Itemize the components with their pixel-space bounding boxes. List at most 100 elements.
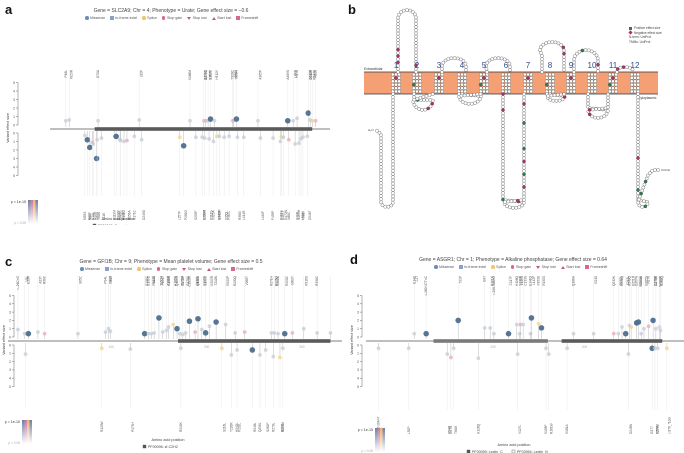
svg-text:4: 4: [9, 377, 11, 381]
legend-label: Stop gain: [166, 16, 183, 20]
variant-point: [517, 331, 522, 336]
variant-label: L116: [102, 213, 106, 220]
svg-text:100: 100: [109, 345, 115, 349]
variant-label: H126Q: [476, 423, 480, 434]
svg-text:1: 1: [13, 140, 15, 144]
variant-point: [293, 142, 298, 146]
variant-point: [295, 116, 299, 121]
variant-point: [178, 346, 183, 351]
variant-point: [174, 325, 180, 332]
variant-points: [63, 70, 318, 196]
x-axis-label: Amino acid position: [102, 217, 135, 221]
variant-label: G357: [234, 70, 238, 78]
variant-label: E262K: [639, 275, 643, 285]
variant-label: A365P: [258, 70, 262, 80]
variant-point: [128, 347, 133, 352]
variant-point: [156, 315, 162, 321]
variant-label: R65F: [88, 212, 92, 220]
variant-point: [650, 317, 656, 324]
variant-point: [86, 144, 93, 151]
legend-item: In-frame indel: [110, 16, 137, 20]
variant-label: T172M: [180, 276, 184, 286]
variant-point: [118, 138, 123, 143]
variant-label: L481I: [294, 70, 298, 78]
variant-point: [235, 348, 239, 352]
svg-text:p = 1e-15: p = 1e-15: [358, 428, 373, 432]
variant-label: Q232K: [612, 275, 616, 286]
variant-point: [263, 348, 268, 352]
variant-point: [658, 328, 663, 333]
legend-label: Splice: [496, 265, 506, 269]
variant-label: V350L: [225, 211, 229, 220]
variant-point: [164, 328, 169, 333]
legend-label: Missense: [439, 265, 455, 269]
c-terminus-label: COOH: [661, 168, 670, 172]
variant-label: P461S: [279, 210, 283, 220]
variant-label: T320C: [231, 69, 235, 79]
variant-label: R274L: [655, 424, 659, 434]
variant-point: [84, 137, 91, 143]
variant-label: R380I: [238, 211, 242, 220]
svg-text:p = 1e-10: p = 1e-10: [5, 420, 20, 424]
n-terminus-label: H₂N: [368, 128, 374, 132]
variant-point: [271, 354, 276, 359]
svg-text:1: 1: [9, 327, 11, 331]
variant-label: D302C: [209, 69, 213, 80]
variant-point: [626, 352, 631, 357]
legend-item: Stop lost: [187, 16, 207, 20]
variant-label: A160R: [166, 275, 170, 285]
legend-c: Missense In-frame indel Splice Stop gain Sto…: [80, 267, 253, 271]
square-icon: [459, 265, 463, 269]
variant-label: D99S: [108, 276, 112, 284]
legend-label: Start lost: [212, 267, 227, 271]
variant-label: G175P: [181, 276, 185, 286]
variant-label: A409S: [286, 70, 290, 80]
variant-point: [536, 321, 541, 326]
variant-label: S216L: [222, 423, 226, 432]
variant-label: L414R: [242, 210, 246, 220]
variant-label: H240L: [235, 422, 239, 432]
variant-label: S262F: [266, 423, 270, 432]
svg-text:4: 4: [13, 89, 15, 93]
variant-label: D249G: [142, 209, 146, 220]
variant-label: E128K: [118, 210, 122, 220]
triangle-down-icon: [187, 16, 192, 20]
variant-label: K203R: [210, 275, 214, 285]
legend-label: Missense: [85, 267, 101, 271]
variant-point: [629, 325, 634, 329]
variant-point: [199, 327, 204, 332]
variant-label: L307F: [209, 70, 213, 79]
variant-point: [515, 352, 520, 357]
variant-label: R290C: [285, 275, 289, 286]
helix-number: 6: [504, 61, 509, 70]
legend-item: Missense: [434, 265, 454, 269]
helix-number: 10: [588, 61, 597, 70]
domain-bar: [178, 339, 331, 343]
domain-legend-label: PF00096: zf-C2H2: [148, 445, 178, 449]
variant-label: R210K: [179, 421, 183, 432]
topology-legend: Positive effect size Negative effect size…: [628, 26, 662, 44]
variant-point: [639, 331, 644, 336]
variant-point: [103, 330, 108, 334]
svg-text:3: 3: [13, 157, 15, 161]
variant-label: D489S: [309, 70, 313, 80]
y-axis-label: Variant effect size: [2, 325, 6, 355]
variant-point: [229, 353, 234, 357]
variant-label: V158F: [544, 425, 548, 434]
variant-label: N270: [647, 276, 651, 284]
variant-label: D472N: [284, 209, 288, 220]
circle-icon: [85, 16, 89, 20]
variant-label: D257N: [635, 275, 639, 286]
variant-point: [544, 346, 548, 351]
variant-point: [82, 133, 87, 138]
variant-point: [217, 134, 222, 139]
helix-number: 4: [460, 61, 465, 70]
variant-point: [195, 315, 201, 322]
variant-label: V493L: [296, 211, 300, 220]
variant-point: [258, 353, 262, 357]
legend-item: Stop gain: [510, 265, 531, 269]
svg-text:p = 0.05: p = 0.05: [361, 449, 373, 453]
variant-point: [664, 346, 669, 351]
circle-icon: [510, 265, 515, 269]
variant-point: [177, 135, 182, 140]
